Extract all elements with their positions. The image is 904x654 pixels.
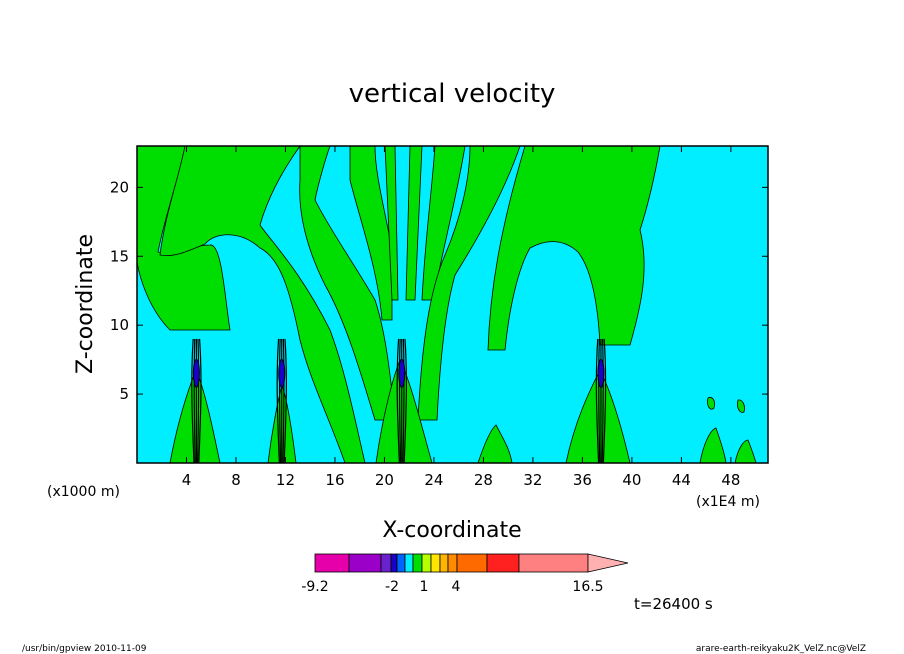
time-label: t=26400 s [634, 595, 713, 613]
updraft-core-line [396, 338, 400, 463]
contour-region [487, 146, 661, 351]
x-tick-label: 28 [474, 471, 493, 489]
contour-region [699, 427, 727, 463]
updraft-core-line [402, 338, 405, 463]
contour-region [734, 439, 757, 463]
x-tick-label: 12 [276, 471, 295, 489]
contour-region [417, 146, 521, 421]
y-tick-label: 20 [110, 178, 129, 196]
x-tick-label: 16 [325, 471, 344, 489]
legend-swatch [518, 553, 589, 573]
legend-swatch [486, 553, 520, 573]
contour-region [707, 397, 715, 410]
x-tick-label: 36 [573, 471, 592, 489]
y-axis-label: Z-coordinate [73, 234, 98, 374]
legend-label: 4 [452, 579, 461, 595]
legend-label: -2 [385, 579, 399, 595]
updraft-core [278, 358, 286, 388]
x-tick-label: 24 [424, 471, 443, 489]
legend-swatch [412, 553, 423, 573]
x-axis: 4 8 12 16 20 24 28 32 36 40 44 48 [182, 146, 740, 489]
updraft-core-line [282, 338, 285, 463]
legend-swatch [404, 553, 414, 573]
legend-swatch [390, 553, 398, 573]
contour-region [159, 146, 366, 463]
updraft-core-line [193, 338, 196, 463]
legend-swatch [396, 553, 406, 573]
contour-region [737, 399, 745, 413]
x-tick-label: 40 [622, 471, 641, 489]
updraft-core-line [191, 338, 195, 463]
legend-swatch [447, 553, 458, 573]
updraft-core-line [403, 338, 407, 463]
x-axis-label: X-coordinate [382, 518, 521, 543]
legend-swatch [439, 553, 449, 573]
x-tick-label: 4 [182, 471, 192, 489]
legend-label: -9.2 [301, 579, 328, 595]
x-tick-label: 8 [231, 471, 241, 489]
contour-region [477, 424, 513, 463]
updraft-core-line [598, 338, 601, 463]
contour-region [405, 146, 423, 301]
legend-swatch [380, 553, 392, 573]
contour-region [299, 146, 396, 421]
updraft-core-line [198, 338, 202, 463]
updraft-core [597, 358, 605, 388]
updraft-core [398, 358, 406, 388]
x-unit-left: (x1000 m) [47, 484, 120, 500]
legend-swatch [314, 553, 350, 573]
chart-title: vertical velocity [349, 79, 556, 109]
legend-label: 1 [420, 579, 429, 595]
legend-arrow [587, 553, 629, 573]
contour-fill-group [137, 146, 757, 463]
legend-swatch [456, 553, 488, 573]
updraft-core-line [283, 338, 287, 463]
updraft-core-line [196, 338, 200, 463]
plot-frame [136, 145, 769, 464]
legend-swatch [421, 553, 432, 573]
legend-label: 16.5 [572, 579, 603, 595]
updraft-core-line [601, 338, 604, 463]
updraft-core-line [602, 338, 607, 463]
updraft-core-line [278, 338, 282, 463]
y-tick-label: 5 [119, 385, 129, 403]
color-legend: -9.2 -2 1 4 16.5 [301, 553, 629, 595]
updraft-core-line [276, 338, 280, 463]
y-tick-label: 15 [110, 247, 129, 265]
legend-swatch [430, 553, 441, 573]
x-tick-label: 32 [523, 471, 542, 489]
contour-region [384, 146, 399, 301]
updraft-core-line [595, 338, 600, 463]
x-unit-right: (x1E4 m) [696, 494, 760, 510]
plot-area [136, 145, 769, 464]
x-tick-label: 20 [375, 471, 394, 489]
y-tick-label: 10 [110, 316, 129, 334]
x-tick-label: 44 [672, 471, 691, 489]
updraft-core [192, 358, 200, 388]
footer-left: /usr/bin/gpview 2010-11-09 [22, 644, 147, 654]
contour-region [349, 146, 393, 321]
footer-right: arare-earth-reikyaku2K_VelZ.nc@VelZ [696, 644, 866, 654]
updraft-core-line [398, 338, 402, 463]
x-tick-label: 48 [721, 471, 740, 489]
y-axis: 5 10 15 20 [110, 178, 768, 403]
legend-swatch [348, 553, 382, 573]
